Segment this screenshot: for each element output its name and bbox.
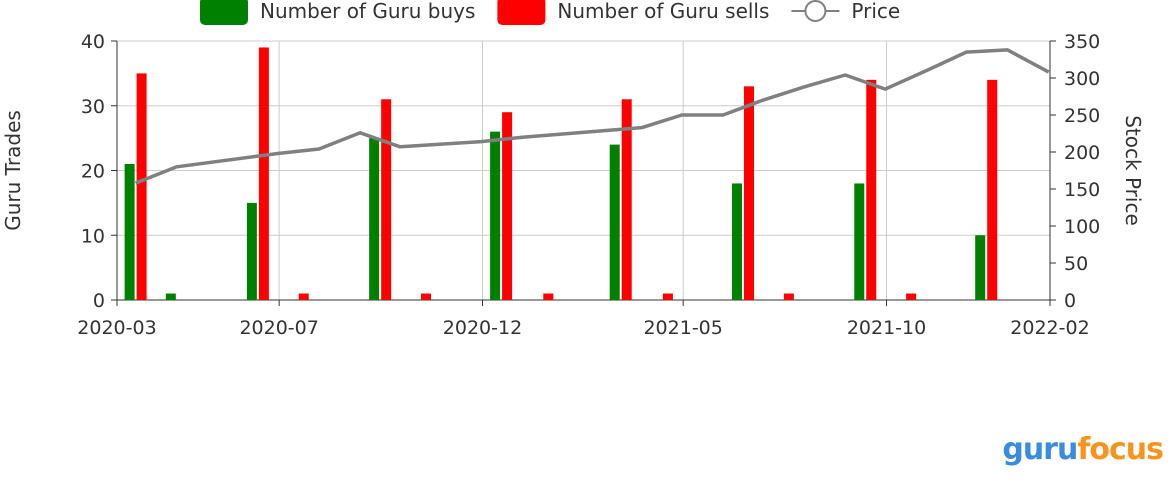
legend-swatch-sells [497,0,546,25]
guru-buys-bar[interactable] [246,202,257,300]
y-right-tick-label: 200 [1064,142,1100,164]
guru-buys-bar[interactable] [854,183,865,300]
x-tick-label: 2022-02 [1010,317,1089,339]
guru-buys-bar[interactable] [731,183,742,300]
guru-sells-bar[interactable] [866,79,877,300]
guru-buys-bar[interactable] [124,164,135,300]
guru-sells-bar[interactable] [543,293,554,300]
guru-buys-bar[interactable] [165,293,176,300]
legend-label-price[interactable]: Price [851,0,900,23]
legend[interactable]: Number of Guru buys Number of Guru sells P… [200,0,900,25]
guru-sells-bar[interactable] [136,73,147,300]
y-right-tick-label: 100 [1064,216,1100,238]
guru-sells-bar[interactable] [987,79,998,300]
y-right-tick-label: 0 [1064,290,1076,312]
guru-sells-bar[interactable] [421,293,432,300]
y-right-tick-label: 50 [1064,253,1088,275]
guru-sells-bar[interactable] [662,293,673,300]
legend-swatch-buys [200,0,248,25]
y-right-tick-label: 350 [1064,31,1100,53]
y-right-tick-label: 300 [1064,68,1100,90]
x-tick-label: 2020-12 [443,317,522,339]
y-left-tick-label: 10 [81,225,105,247]
y-right-tick-label: 150 [1064,179,1100,201]
price-line[interactable] [134,48,1050,185]
y-left-tick-label: 30 [81,96,105,118]
y-right-tick-label: 250 [1064,105,1100,127]
guru-sells-bar[interactable] [298,293,309,300]
gurufocus-logo: gurufocus [1002,432,1164,467]
guru-sells-bar[interactable] [906,293,917,300]
guru-buys-bar[interactable] [609,144,620,300]
guru-sells-bar[interactable] [621,99,632,301]
guru-sells-bar[interactable] [502,112,513,300]
y-left-tick-label: 20 [81,161,105,183]
logo-part-guru: guru [1002,432,1078,467]
guru-sells-bar[interactable] [783,293,794,300]
guru-buys-bar[interactable] [369,138,380,300]
x-tick-label: 2020-07 [239,317,318,339]
axes: 0 10 20 30 40 0 50 100 150 200 250 300 350 2020-03 202… [77,31,1100,339]
guru-sells-bar[interactable] [258,47,269,300]
logo-part-focus: focus [1077,432,1164,467]
bar-series [124,47,998,301]
guru-buys-bar[interactable] [975,235,986,300]
legend-swatch-price-marker [804,0,827,22]
legend-label-buys[interactable]: Number of Guru buys [260,0,475,23]
x-tick-label: 2020-03 [77,317,156,339]
y-axis-left-title: Guru Trades [1,110,25,231]
legend-label-sells[interactable]: Number of Guru sells [557,0,769,23]
x-tick-label: 2021-05 [643,317,722,339]
guru-sells-bar[interactable] [743,86,754,300]
price-line-series [134,48,1050,185]
y-left-tick-label: 40 [81,31,105,53]
y-axis-right-title: Stock Price [1121,115,1145,226]
guru-buys-bar[interactable] [490,131,501,300]
x-tick-label: 2021-10 [847,317,926,339]
guru-sells-bar[interactable] [381,99,392,301]
y-left-tick-label: 0 [93,290,105,312]
